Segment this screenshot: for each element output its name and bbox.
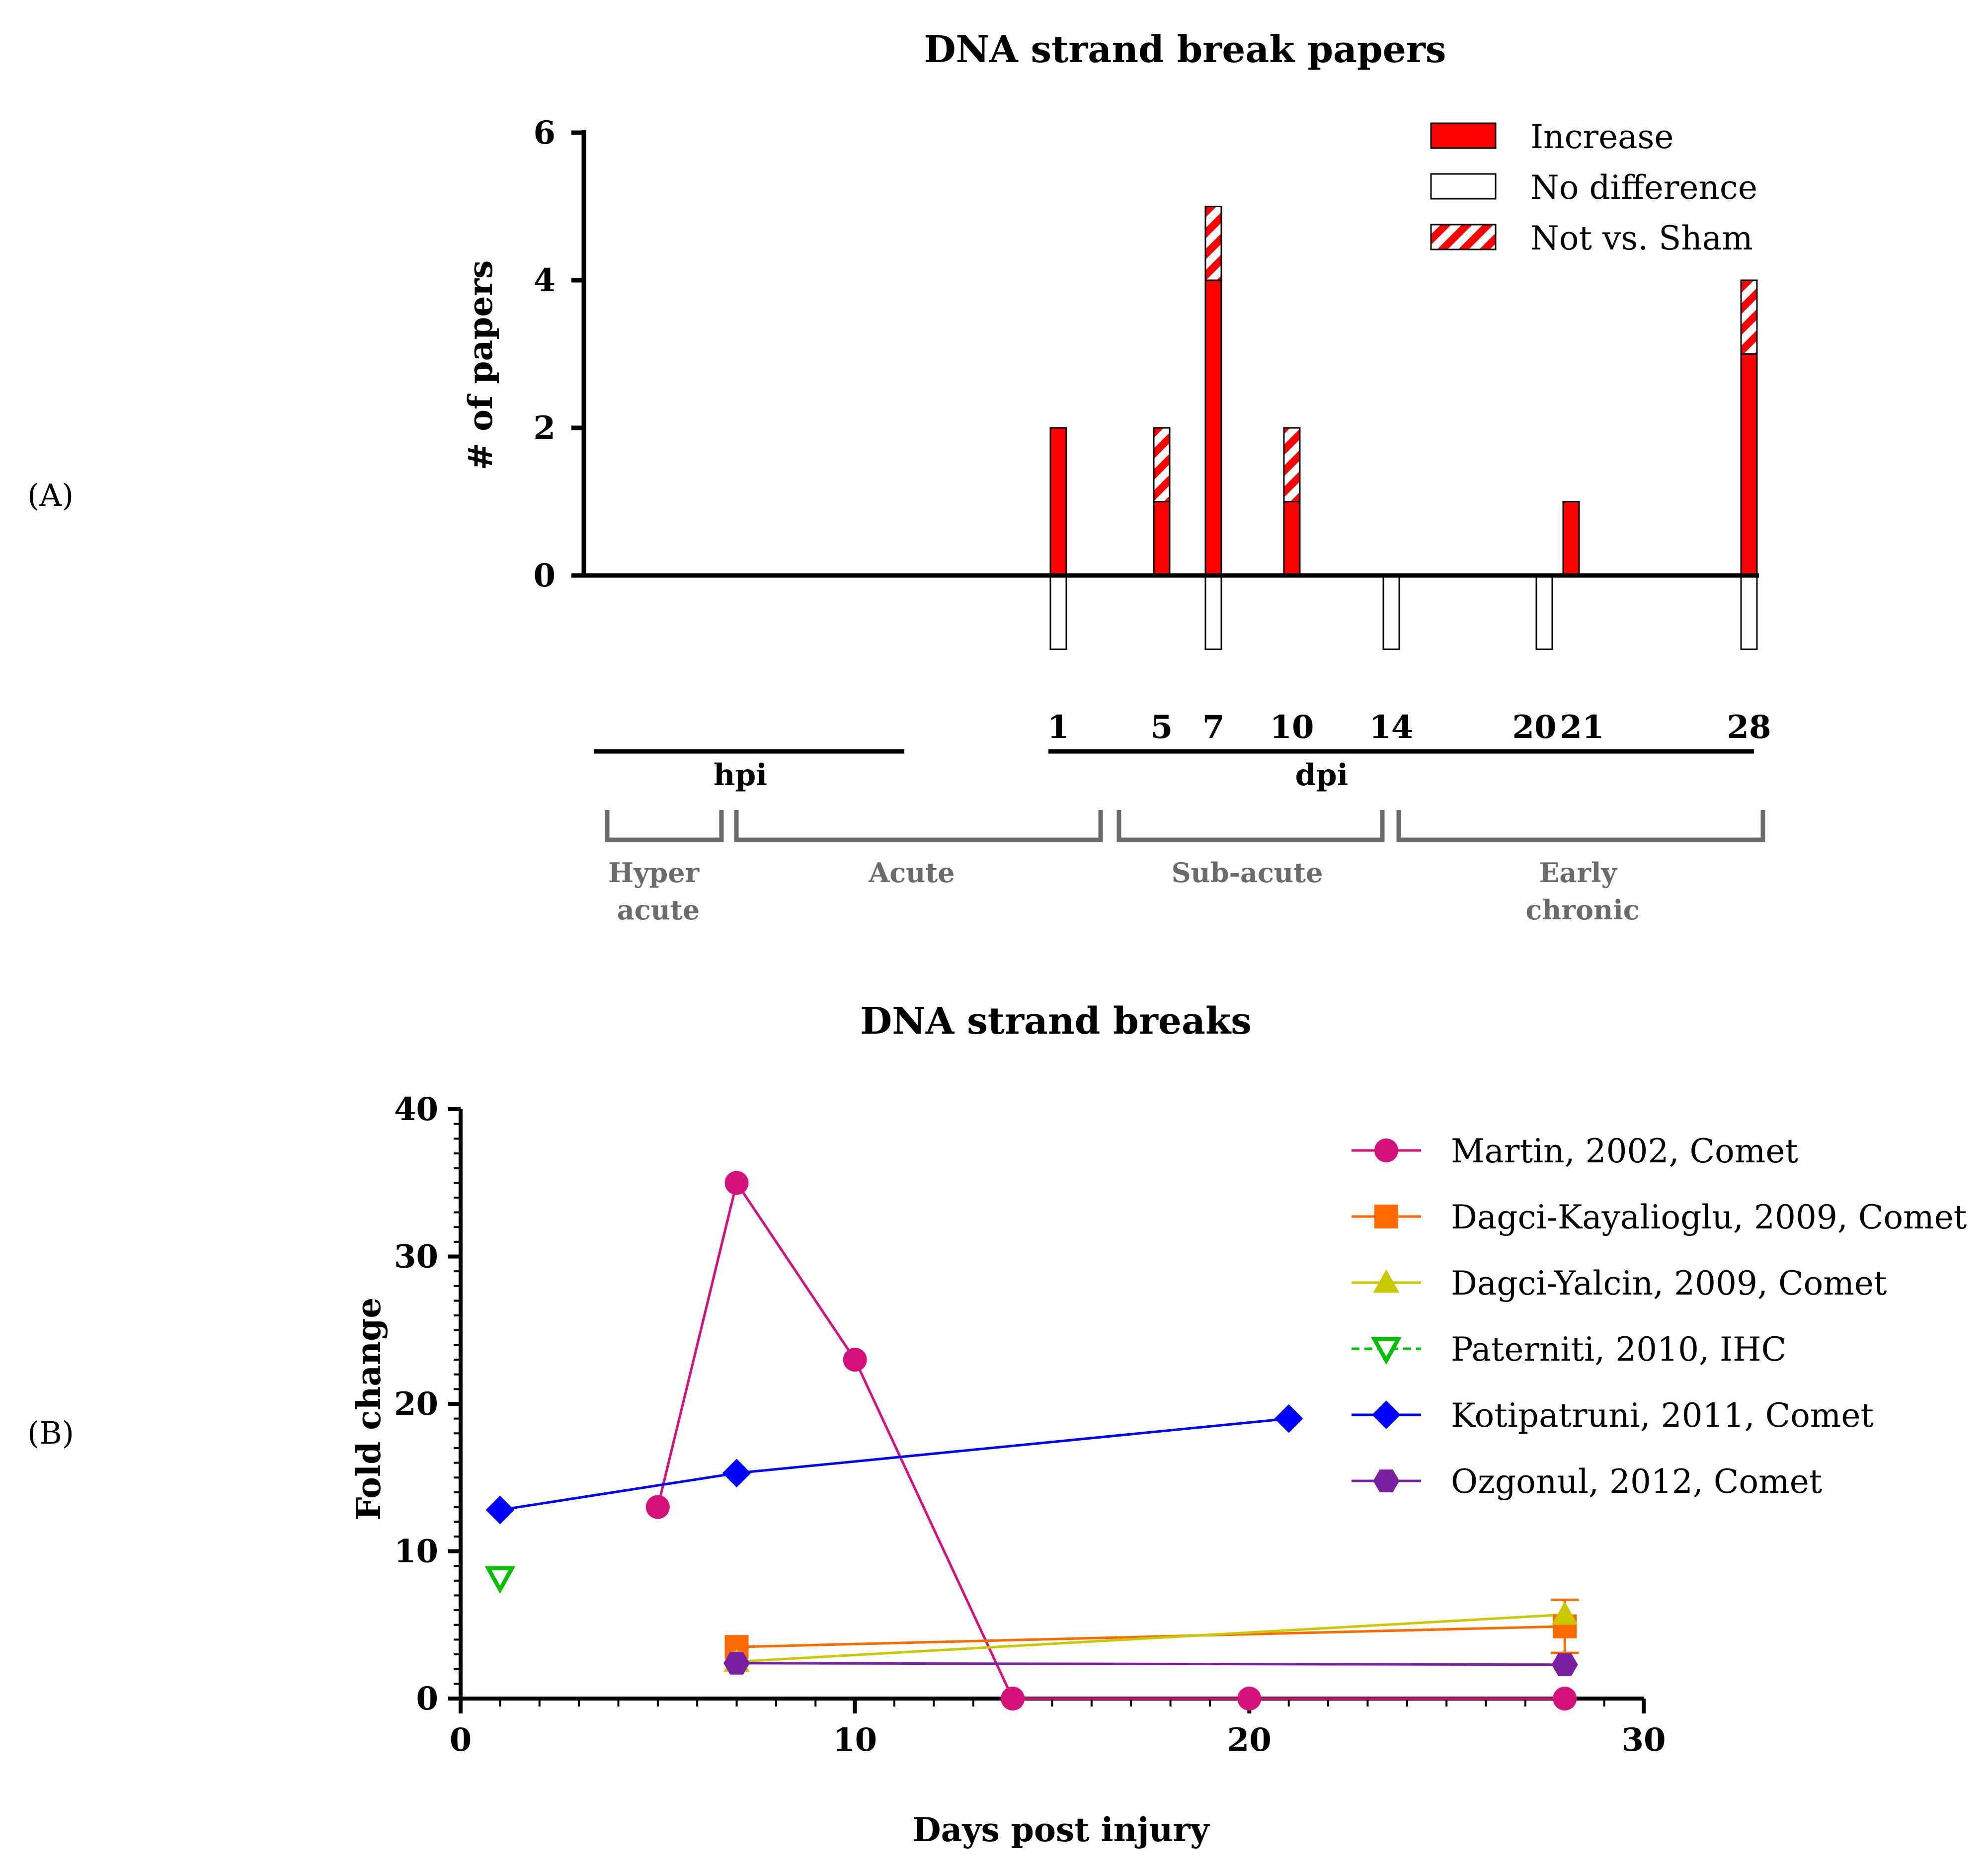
bar-not-vs-sham: [1740, 279, 1758, 355]
chart-b-y-tick-label: 40: [394, 1091, 438, 1128]
marker-circle: [1001, 1687, 1025, 1710]
marker-diamond: [1372, 1400, 1401, 1429]
chart-a-y-tick-label: 0: [533, 557, 556, 594]
legend-label-increase: Increase: [1530, 118, 1673, 156]
chart-a-y-ticks: 0 2 4 6: [533, 114, 584, 594]
phase-label-acute: Acute: [868, 857, 954, 889]
chart-b: DNA strand breaks Fold change Days post …: [349, 1000, 1967, 1849]
marker-square: [1374, 1205, 1398, 1228]
marker-circle: [724, 1171, 749, 1195]
hpi-label: hpi: [714, 758, 767, 793]
chart-b-y-tick-label: 0: [416, 1680, 438, 1717]
bar-no-difference: [1204, 574, 1222, 650]
bar-increase: [1049, 427, 1067, 576]
legend-label: Ozgonul, 2012, Comet: [1451, 1463, 1822, 1501]
dpi-tick-label: 7: [1202, 709, 1225, 746]
dpi-tick-label: 1: [1047, 709, 1070, 746]
chart-a-bars: [1049, 206, 1758, 650]
bar-no-difference: [1049, 574, 1067, 650]
marker-circle: [1237, 1687, 1262, 1710]
bar-not-vs-sham: [1204, 206, 1222, 281]
chart-b-x-tick-label: 0: [450, 1721, 472, 1759]
dpi-tick-label: 5: [1151, 709, 1173, 746]
bar-increase: [1283, 501, 1301, 576]
phase-label-early-chronic: Early chronic: [1525, 857, 1639, 926]
bar-not-vs-sham: [1283, 427, 1301, 502]
legend-label: Kotipatruni, 2011, Comet: [1451, 1396, 1874, 1435]
chart-a-y-tick-label: 2: [533, 409, 556, 447]
phase-bracket-acute: [734, 810, 1103, 842]
chart-b-legend: Martin, 2002, Comet Dagci-Kayalioglu, 200…: [1352, 1132, 1967, 1501]
marker-circle: [645, 1495, 670, 1519]
marker-hexagon: [723, 1651, 750, 1675]
chart-b-y-axis-label: Fold change: [349, 1298, 388, 1521]
marker-triangle: [1551, 1601, 1578, 1625]
marker-circle: [1553, 1687, 1577, 1710]
chart-a-y-tick-label: 4: [533, 262, 556, 299]
phase-brackets: Hyper acute Acute Sub-acute Early chroni…: [605, 810, 1765, 926]
bar-increase: [1153, 501, 1171, 576]
dpi-tick-label: 21: [1560, 709, 1604, 746]
bar-no-difference: [1382, 574, 1400, 650]
series-line: [736, 1613, 1565, 1663]
panel-label-a: (A): [27, 477, 74, 513]
chart-b-x-tick-label: 10: [833, 1721, 877, 1759]
chart-a-y-axis-label: # of papers: [461, 260, 500, 471]
marker-circle: [1374, 1139, 1398, 1162]
chart-a-dpi-tick-labels: 1 5 7 10 14 20 21 28: [1047, 709, 1771, 746]
dpi-tick-label: 20: [1512, 709, 1556, 746]
panel-label-b: (B): [27, 1415, 74, 1451]
series-line: [656, 1180, 1565, 1700]
bar-increase: [1740, 353, 1758, 576]
phase-bracket-sub-acute: [1116, 810, 1385, 842]
legend-label: Paterniti, 2010, IHC: [1451, 1330, 1786, 1369]
legend-swatch-no-difference: [1430, 173, 1497, 200]
chart-b-x-tick-label: 30: [1621, 1721, 1666, 1759]
chart-b-x-axis-label: Days post injury: [912, 1810, 1210, 1849]
chart-b-series: [484, 1171, 1579, 1710]
chart-b-y-tick-label: 20: [394, 1385, 438, 1423]
dpi-tick-label: 28: [1727, 709, 1771, 746]
series-line: [736, 1662, 1565, 1666]
phase-bracket-early-chronic: [1396, 810, 1765, 842]
chart-a-title: DNA strand break papers: [924, 28, 1446, 71]
chart-b-x-tick-label: 20: [1227, 1721, 1272, 1759]
marker-circle: [843, 1348, 867, 1372]
bar-no-difference: [1740, 574, 1758, 650]
phase-bracket-hyper-acute: [605, 810, 724, 842]
phase-label-hyper-acute: Hyper acute: [608, 857, 709, 926]
marker-triangle-down: [484, 1566, 516, 1594]
series-line: [736, 1625, 1565, 1648]
legend-swatch-not-vs-sham: [1430, 224, 1497, 250]
dpi-tick-label: 10: [1270, 709, 1314, 746]
marker-diamond: [1274, 1404, 1303, 1433]
legend-label-no-difference: No difference: [1530, 168, 1757, 207]
dpi-tick-label: 14: [1369, 709, 1413, 746]
chart-b-y-tick-label: 30: [394, 1238, 438, 1276]
legend-swatch-increase: [1430, 122, 1497, 149]
chart-b-y-tick-label: 10: [394, 1533, 438, 1570]
phase-label-sub-acute: Sub-acute: [1172, 857, 1323, 889]
legend-label: Martin, 2002, Comet: [1451, 1132, 1798, 1170]
dpi-label: dpi: [1295, 758, 1349, 793]
bar-no-difference: [1535, 574, 1553, 650]
chart-a-legend: Increase No difference Not vs. Sham: [1430, 118, 1757, 257]
bar-increase: [1204, 279, 1222, 576]
bar-not-vs-sham: [1153, 427, 1171, 502]
chart-a: DNA strand break papers # of papers 0 2 4 6…: [461, 28, 1771, 926]
marker-diamond: [722, 1459, 751, 1488]
bar-increase: [1562, 501, 1580, 576]
marker-triangle-down: [1371, 1337, 1402, 1365]
marker-hexagon: [1373, 1469, 1400, 1492]
marker-hexagon: [1551, 1653, 1578, 1676]
marker-diamond: [485, 1495, 515, 1525]
legend-label-not-vs-sham: Not vs. Sham: [1530, 219, 1753, 257]
legend-label: Dagci-Kayalioglu, 2009, Comet: [1451, 1198, 1967, 1236]
chart-b-title: DNA strand breaks: [860, 1000, 1252, 1043]
series-line: [499, 1417, 1289, 1511]
marker-triangle: [1373, 1269, 1400, 1293]
legend-label: Dagci-Yalcin, 2009, Comet: [1451, 1264, 1887, 1302]
chart-a-y-tick-label: 6: [533, 114, 556, 152]
